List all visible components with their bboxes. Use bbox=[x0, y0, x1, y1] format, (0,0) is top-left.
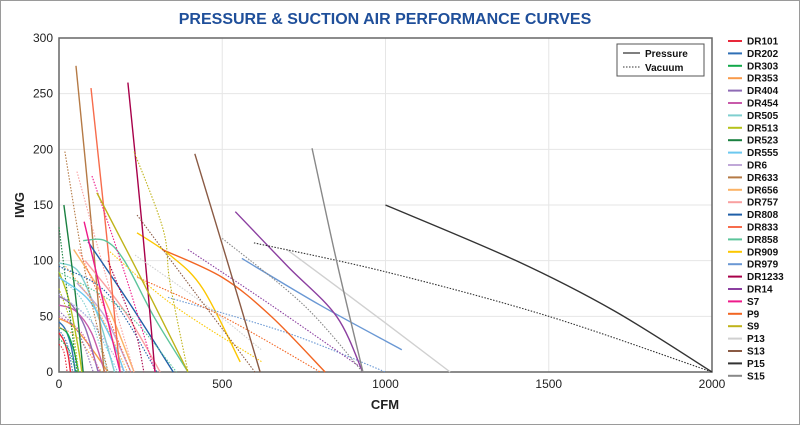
vacuum-curve-dr202 bbox=[58, 329, 74, 373]
y-tick-label: 250 bbox=[33, 87, 53, 101]
x-tick-label: 2000 bbox=[699, 377, 726, 391]
y-tick-label: 50 bbox=[40, 309, 54, 323]
vacuum-curve-dr404 bbox=[58, 310, 94, 373]
y-axis-label: IWG bbox=[12, 192, 27, 218]
y-tick-label: 150 bbox=[33, 198, 53, 212]
x-tick-label: 0 bbox=[56, 377, 63, 391]
pressure-curve-p9 bbox=[161, 248, 326, 373]
vacuum-curve-dr633 bbox=[64, 151, 109, 373]
legend-label-dr303: DR303 bbox=[747, 61, 779, 72]
vacuum-curve-s7 bbox=[91, 175, 156, 373]
vacuum-curve-dr523 bbox=[58, 227, 78, 373]
pressure-curve-dr858 bbox=[83, 238, 189, 373]
pressure-curve-p13 bbox=[286, 248, 451, 373]
pressure-curve-p15 bbox=[385, 204, 713, 373]
legend-label-dr1233: DR1233 bbox=[747, 272, 784, 283]
legend-label-dr656: DR656 bbox=[747, 185, 779, 196]
legend-label-dr858: DR858 bbox=[747, 235, 779, 246]
legend-label-dr454: DR454 bbox=[747, 99, 779, 110]
plot-area bbox=[58, 37, 713, 373]
legend-label-dr101: DR101 bbox=[747, 37, 779, 48]
vacuum-curve-dr858 bbox=[58, 271, 177, 373]
pressure-curve-dr14 bbox=[234, 211, 364, 373]
vacuum-label: Vacuum bbox=[645, 63, 683, 74]
x-tick-label: 1000 bbox=[372, 377, 399, 391]
pressure-curve-dr6 bbox=[76, 282, 132, 373]
y-tick-label: 0 bbox=[46, 365, 53, 379]
x-tick-label: 1500 bbox=[535, 377, 562, 391]
pressure-label: Pressure bbox=[645, 49, 688, 60]
pressure-curve-dr523 bbox=[63, 204, 84, 373]
y-tick-label: 100 bbox=[33, 254, 53, 268]
pressure-curve-s7 bbox=[83, 221, 121, 373]
legend-label-s15: S15 bbox=[747, 371, 765, 382]
legend-label-dr505: DR505 bbox=[747, 111, 779, 122]
vacuum-curve-dr656 bbox=[65, 265, 129, 373]
legend-label-dr757: DR757 bbox=[747, 198, 779, 209]
tick-labels: 0 500 1000 1500 2000 0 50 100 150 200 250 300 bbox=[33, 31, 726, 391]
legend-label-dr14: DR14 bbox=[747, 285, 773, 296]
legend-label-p13: P13 bbox=[747, 334, 765, 345]
pressure-curve-s9 bbox=[96, 192, 189, 373]
legend-label-s9: S9 bbox=[747, 322, 760, 333]
pressure-curve-dr656 bbox=[73, 249, 135, 373]
vacuum-curve-dr303 bbox=[58, 338, 77, 373]
pressure-curve-s13 bbox=[194, 153, 261, 373]
legend-label-p15: P15 bbox=[747, 359, 765, 370]
vacuum-curve-p15 bbox=[253, 242, 713, 373]
pressure-curve-dr909 bbox=[136, 232, 241, 363]
legend-label-dr833: DR833 bbox=[747, 223, 779, 234]
legend-label-dr404: DR404 bbox=[747, 86, 779, 97]
legend-label-dr353: DR353 bbox=[747, 74, 779, 85]
pressure-curve-dr1233 bbox=[127, 82, 156, 373]
vacuum-curve-s9 bbox=[133, 151, 189, 373]
vacuum-curve-dr6 bbox=[58, 293, 125, 373]
vacuum-curve-dr14 bbox=[187, 249, 360, 367]
series-lines bbox=[58, 65, 713, 373]
legend-label-s7: S7 bbox=[747, 297, 760, 308]
chart-title: PRESSURE & SUCTION AIR PERFORMANCE CURVE… bbox=[179, 11, 592, 28]
vacuum-curve-dr979 bbox=[167, 296, 386, 373]
legend-label-dr979: DR979 bbox=[747, 260, 779, 271]
pressure-curve-dr808 bbox=[87, 241, 174, 373]
legend-label-p9: P9 bbox=[747, 309, 760, 320]
x-axis-label: CFM bbox=[371, 397, 399, 412]
line-type-legend: Pressure Vacuum bbox=[616, 43, 705, 77]
legend-label-dr202: DR202 bbox=[747, 49, 779, 60]
x-tick-label: 500 bbox=[212, 377, 232, 391]
vacuum-curve-p9 bbox=[137, 276, 321, 373]
y-tick-label: 300 bbox=[33, 31, 53, 45]
vacuum-curve-s15 bbox=[221, 237, 364, 373]
vacuum-curve-dr833 bbox=[78, 249, 132, 373]
legend-label-dr513: DR513 bbox=[747, 123, 779, 134]
pressure-curve-dr979 bbox=[241, 257, 403, 351]
vacuum-curve-dr101 bbox=[58, 343, 68, 373]
pressure-curve-dr833 bbox=[90, 88, 121, 373]
legend-label-dr555: DR555 bbox=[747, 148, 779, 159]
pressure-curve-dr633 bbox=[75, 65, 105, 373]
vacuum-curve-s13 bbox=[136, 214, 256, 373]
pressure-curve-dr101 bbox=[58, 332, 72, 373]
legend-label-s13: S13 bbox=[747, 347, 765, 358]
pressure-curve-dr202 bbox=[58, 321, 77, 373]
vacuum-curve-dr454 bbox=[58, 315, 101, 373]
legend-label-dr808: DR808 bbox=[747, 210, 779, 221]
vacuum-curve-p13 bbox=[134, 254, 262, 351]
pressure-curve-dr513 bbox=[58, 271, 83, 373]
pressure-curve-s15 bbox=[311, 148, 364, 373]
vacuum-curve-dr757 bbox=[76, 171, 135, 373]
legend-label-dr523: DR523 bbox=[747, 136, 779, 147]
legend-label-dr633: DR633 bbox=[747, 173, 779, 184]
y-tick-label: 200 bbox=[33, 142, 53, 156]
vacuum-curve-dr808 bbox=[58, 265, 158, 373]
legend-label-dr6: DR6 bbox=[747, 161, 767, 172]
legend-label-dr909: DR909 bbox=[747, 247, 779, 258]
vacuum-curve-dr1233 bbox=[107, 260, 145, 373]
